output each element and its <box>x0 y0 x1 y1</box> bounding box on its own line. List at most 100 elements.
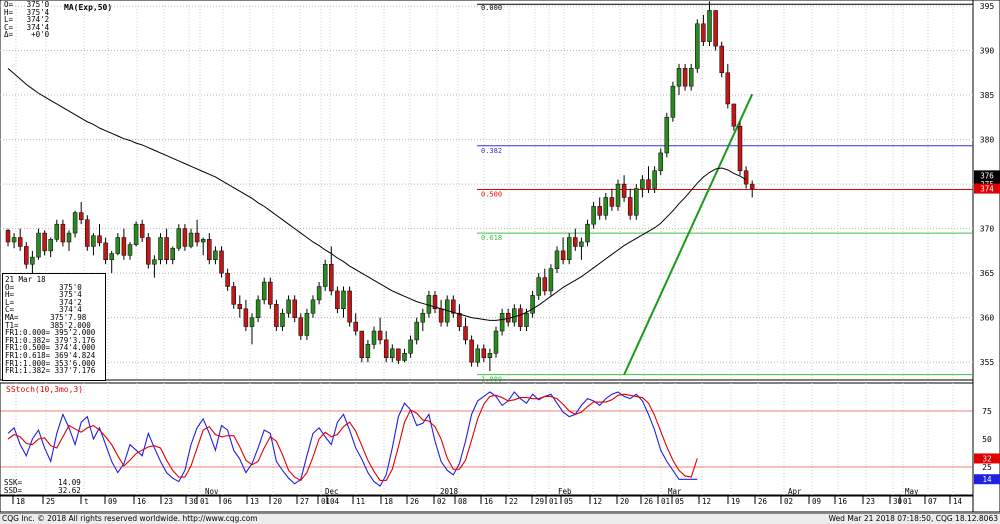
candle-body <box>518 308 523 327</box>
candle-body <box>719 45 724 74</box>
stoch-tick-label: 25 <box>982 463 992 472</box>
candle-body <box>621 183 627 198</box>
x-tick-label: 01 <box>903 497 912 506</box>
price-tick-label: 355 <box>980 358 995 367</box>
candle-body <box>231 286 236 305</box>
x-tick-label: 01 <box>661 497 670 506</box>
stoch-label: SStoch(10,3mo,3) <box>6 385 84 394</box>
status-footer: CQG Inc. © 2018 All rights reserved worl… <box>0 513 1000 524</box>
price-tick-label: 380 <box>980 136 995 145</box>
candle-body <box>329 263 334 292</box>
timestamp-text: Wed Mar 21 2018 07:18:50, CQG 18.12.8063 <box>828 514 998 523</box>
price-tick-label: 360 <box>980 314 995 323</box>
price-tick-label: 395 <box>980 2 995 11</box>
candle-body <box>463 326 468 341</box>
candle-body <box>353 321 358 332</box>
candle-body <box>408 339 413 354</box>
x-tick-label: 11 <box>356 497 365 506</box>
candle-body <box>347 290 352 323</box>
candle-body <box>298 317 304 336</box>
candle-body <box>512 308 517 323</box>
candle-body <box>286 299 291 314</box>
x-tick-label: 06 <box>223 497 233 506</box>
candle-body <box>335 290 340 310</box>
stoch-panel <box>0 382 974 496</box>
candle-body <box>255 299 261 318</box>
candle-body <box>451 299 456 314</box>
fib-label: 0.382 <box>481 147 502 155</box>
x-tick-label: 01 <box>321 497 330 506</box>
candle-body <box>200 239 206 243</box>
ma-line <box>7 67 747 321</box>
candle-body <box>524 312 529 327</box>
candle-body <box>676 68 682 87</box>
candle-body <box>109 253 114 261</box>
candle-body <box>17 237 23 247</box>
x-tick-label: 07 <box>928 497 937 506</box>
stoch-tick-label: 75 <box>982 407 992 416</box>
fib-label: 0.500 <box>481 190 502 198</box>
candle-body <box>554 250 560 269</box>
candle-body <box>548 268 554 292</box>
candle-body <box>457 312 462 327</box>
candle-body <box>481 348 487 358</box>
chart-canvas[interactable]: 3953903853803753703653603550.0000.3820.5… <box>0 0 1000 513</box>
candle-body <box>597 206 602 216</box>
candle-body <box>261 281 267 301</box>
ohlc-readout: O= 375'0 H= 375'4 L= 374'2 C= 374'4 Δ= +… <box>4 0 50 40</box>
candle-body <box>91 235 96 247</box>
candle-body <box>646 179 651 189</box>
x-tick-label: 04 <box>330 497 340 506</box>
candle-body <box>701 23 706 42</box>
candle-body <box>133 223 139 245</box>
x-tick-label: 14 <box>953 497 963 506</box>
candle-body <box>493 330 499 354</box>
candle-body <box>280 312 285 327</box>
x-tick-label: 16 <box>838 497 848 506</box>
x-month-label: Mar <box>668 487 682 496</box>
candle-body <box>487 353 493 358</box>
candle-body <box>396 348 401 361</box>
x-month-label: 2018 <box>440 487 459 496</box>
x-tick-label: 09 <box>108 497 117 506</box>
candle-body <box>414 321 419 341</box>
candle-body <box>341 290 346 310</box>
candle-body <box>225 272 230 287</box>
candle-body <box>48 239 53 252</box>
candle-body <box>97 235 102 244</box>
x-month-label: May <box>905 487 919 496</box>
price-tick-label: 370 <box>980 225 995 234</box>
candle-body <box>390 348 395 358</box>
candle-body <box>182 228 188 247</box>
x-tick-label: 22 <box>509 497 518 506</box>
candle-body <box>670 85 676 118</box>
x-tick-label: 05 <box>675 497 684 506</box>
candle-body <box>54 223 60 240</box>
candle-body <box>78 212 84 220</box>
price-tick-label: 385 <box>980 91 995 100</box>
candle-body <box>688 68 694 87</box>
candle-body <box>420 312 426 323</box>
candle-body <box>432 295 438 310</box>
x-tick-label: 26 <box>644 497 654 506</box>
stoch-marker-label: 32 <box>982 454 991 463</box>
stoch-line-ssd <box>7 393 698 482</box>
x-tick-label: 30 <box>893 497 903 506</box>
x-tick-label: t <box>84 497 89 506</box>
x-tick-label: 30 <box>189 497 199 506</box>
candle-body <box>542 277 548 292</box>
candle-body <box>213 250 218 261</box>
price-marker-label: 376 <box>980 171 994 180</box>
price-panel <box>0 0 974 381</box>
candle-body <box>36 232 41 258</box>
fib-label: 1.000 <box>481 376 502 384</box>
x-tick-label: 19 <box>731 497 740 506</box>
candle-body <box>115 237 121 254</box>
candle-body <box>85 219 90 247</box>
candle-body <box>11 237 17 243</box>
x-month-label: Feb <box>558 487 572 496</box>
x-tick-label: 01 <box>200 497 209 506</box>
candle-body <box>402 353 407 361</box>
candle-body <box>5 230 11 243</box>
candle-body <box>475 348 480 363</box>
